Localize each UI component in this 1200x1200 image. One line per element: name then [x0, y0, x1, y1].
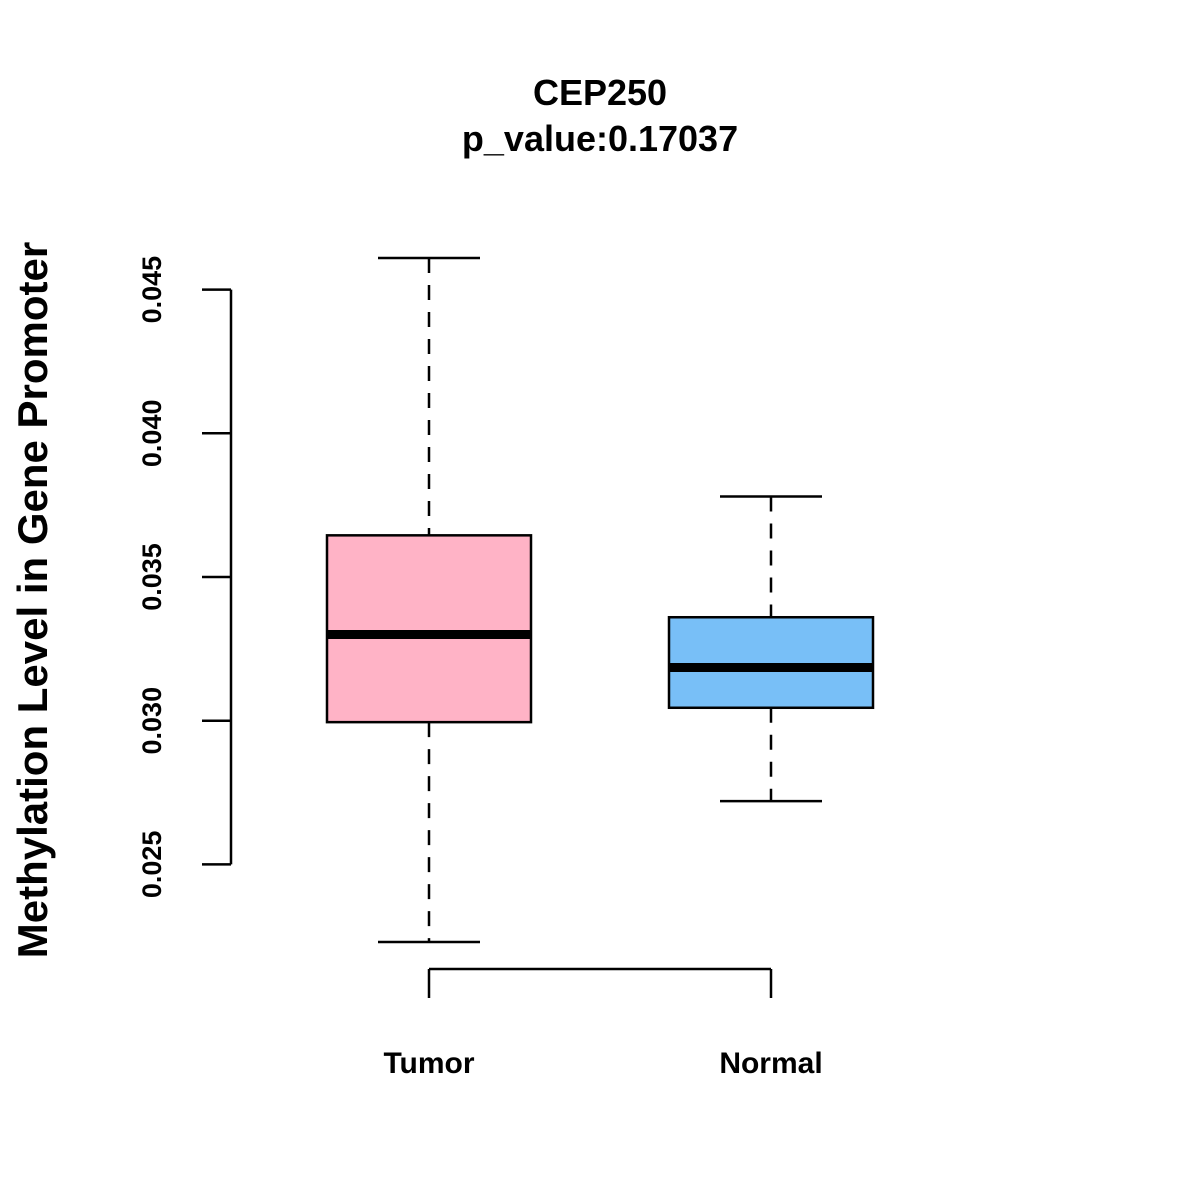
y-tick-label: 0.025 [137, 831, 167, 899]
y-axis-label: Methylation Level in Gene Promoter [9, 242, 56, 958]
y-tick-label: 0.045 [137, 256, 167, 324]
chart-subtitle: p_value:0.17037 [462, 118, 738, 159]
chart-title: CEP250 [533, 72, 667, 113]
x-tick-label-tumor: Tumor [383, 1047, 474, 1080]
y-tick-label: 0.035 [137, 543, 167, 611]
x-axis: Tumor Normal [383, 967, 823, 1080]
boxes-group [325, 256, 875, 944]
y-tick-label: 0.030 [137, 687, 167, 755]
box-tumor [325, 256, 533, 944]
box-normal [667, 495, 875, 803]
iqr-box [667, 615, 875, 710]
iqr-box [325, 534, 533, 724]
y-axis: 0.025 0.030 0.035 0.040 0.045 [137, 256, 233, 899]
x-tick-label-normal: Normal [719, 1047, 822, 1080]
y-tick-label: 0.040 [137, 400, 167, 468]
